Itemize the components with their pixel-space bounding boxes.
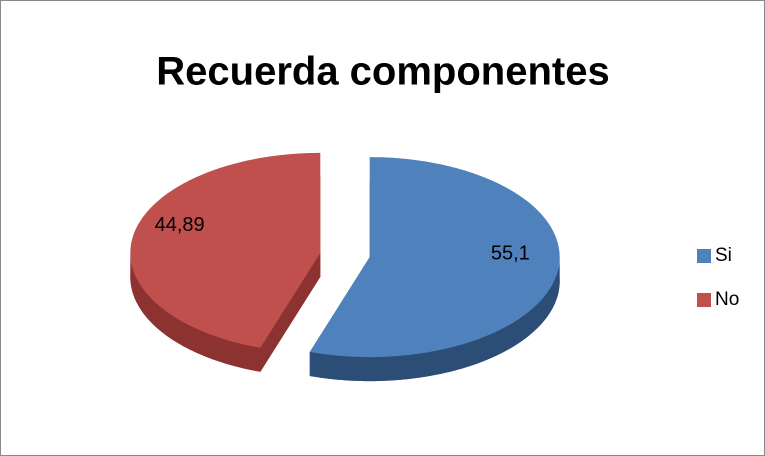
- slice: [130, 152, 321, 348]
- legend-label: Si: [715, 245, 732, 266]
- data-label: 44,89: [155, 214, 205, 236]
- slice-cut-face: [260, 252, 321, 372]
- slice: [309, 157, 560, 358]
- chart-title: Recuerda componentes: [156, 50, 609, 94]
- legend-label: No: [715, 289, 739, 310]
- slice-side: [130, 252, 261, 372]
- legend-swatch: [697, 249, 711, 263]
- data-label: 55,1: [491, 242, 530, 264]
- legend-swatch: [697, 293, 711, 307]
- slice-side: [309, 257, 560, 382]
